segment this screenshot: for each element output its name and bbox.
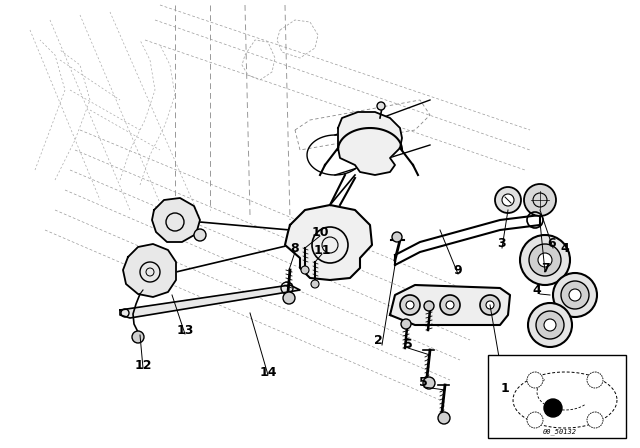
Circle shape xyxy=(520,235,570,285)
Circle shape xyxy=(587,412,603,428)
Circle shape xyxy=(502,194,514,206)
Circle shape xyxy=(301,266,309,274)
Circle shape xyxy=(480,295,500,315)
Circle shape xyxy=(536,311,564,339)
Circle shape xyxy=(406,301,414,309)
Circle shape xyxy=(424,301,434,311)
Text: 8: 8 xyxy=(291,241,300,254)
Text: 6: 6 xyxy=(548,237,556,250)
Circle shape xyxy=(544,399,562,417)
Text: 2: 2 xyxy=(374,333,382,346)
Text: 11: 11 xyxy=(313,244,331,257)
Circle shape xyxy=(561,281,589,309)
Circle shape xyxy=(440,295,460,315)
Polygon shape xyxy=(285,205,372,280)
Circle shape xyxy=(400,295,420,315)
Circle shape xyxy=(527,372,543,388)
Circle shape xyxy=(528,303,572,347)
Circle shape xyxy=(132,331,144,343)
Text: 5: 5 xyxy=(404,337,412,350)
Circle shape xyxy=(311,280,319,288)
Text: 00_50132: 00_50132 xyxy=(543,429,577,435)
Bar xyxy=(488,355,626,438)
Circle shape xyxy=(401,319,411,329)
Circle shape xyxy=(544,319,556,331)
Text: 9: 9 xyxy=(454,263,462,276)
Text: 7: 7 xyxy=(541,262,549,275)
Circle shape xyxy=(524,184,556,216)
Text: 5: 5 xyxy=(419,375,428,388)
Text: 1: 1 xyxy=(500,382,509,395)
Text: 4: 4 xyxy=(532,284,541,297)
Circle shape xyxy=(495,187,521,213)
Circle shape xyxy=(486,301,494,309)
Circle shape xyxy=(283,292,295,304)
Text: 12: 12 xyxy=(134,358,152,371)
Circle shape xyxy=(194,229,206,241)
Circle shape xyxy=(553,273,597,317)
Circle shape xyxy=(377,102,385,110)
Circle shape xyxy=(538,253,552,267)
Polygon shape xyxy=(338,112,402,175)
Circle shape xyxy=(423,377,435,389)
Text: 14: 14 xyxy=(259,366,276,379)
Circle shape xyxy=(529,244,561,276)
Text: 10: 10 xyxy=(311,225,329,238)
Polygon shape xyxy=(152,198,200,242)
Circle shape xyxy=(587,372,603,388)
Circle shape xyxy=(438,412,450,424)
Circle shape xyxy=(392,232,402,242)
Circle shape xyxy=(527,412,543,428)
Text: 13: 13 xyxy=(176,323,194,336)
Polygon shape xyxy=(123,244,176,297)
Circle shape xyxy=(446,301,454,309)
Text: 4: 4 xyxy=(561,241,570,254)
Polygon shape xyxy=(120,285,300,318)
Polygon shape xyxy=(390,285,510,325)
Circle shape xyxy=(569,289,581,301)
Text: 3: 3 xyxy=(498,237,506,250)
